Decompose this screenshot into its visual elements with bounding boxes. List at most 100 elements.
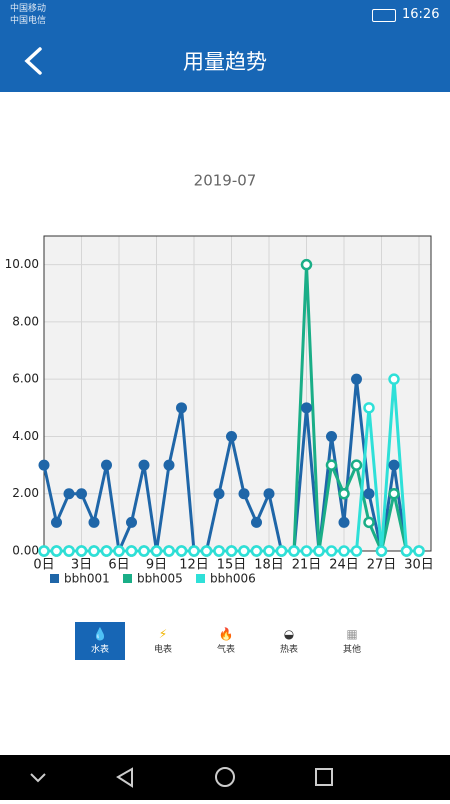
y-tick-label: 6.00	[12, 372, 39, 386]
data-point	[388, 373, 400, 385]
data-point	[363, 516, 375, 529]
tab[interactable]: ⚡ 电表	[138, 622, 188, 660]
x-tick-label: 6日	[108, 558, 129, 573]
tab-icon: ▦	[346, 627, 358, 641]
clock: 16:26	[402, 7, 440, 22]
data-point	[325, 545, 338, 557]
tab-icon: ◒	[283, 627, 295, 641]
legend-label: bbh001	[64, 572, 110, 586]
data-point	[138, 545, 150, 557]
x-tick-label: 18日	[254, 558, 284, 573]
legend-label: bbh006	[210, 572, 256, 586]
data-point	[275, 545, 288, 557]
data-point	[113, 545, 125, 557]
data-point	[338, 487, 350, 500]
data-point	[63, 545, 75, 557]
data-point	[251, 516, 262, 528]
data-point	[338, 545, 350, 557]
data-point	[388, 487, 400, 500]
tab-icon: 💧	[92, 627, 108, 641]
chart: 2019-07 0.00 2.00 4.00 6.00 8.00 10.00 0日 3日 6日 9…	[5, 172, 434, 586]
tab[interactable]: ◒ 热表	[264, 622, 314, 660]
data-point	[300, 545, 313, 557]
data-point	[163, 545, 175, 557]
legend-label: bbh005	[137, 572, 183, 586]
data-point	[188, 545, 200, 557]
data-point	[288, 545, 300, 557]
y-tick-label: 10.00	[5, 257, 39, 271]
data-point	[313, 545, 325, 557]
tab-label: 气表	[216, 645, 235, 655]
y-tick-label: 8.00	[12, 314, 39, 328]
data-point	[225, 545, 238, 557]
data-point	[150, 545, 163, 557]
data-point	[213, 545, 225, 557]
data-point	[238, 545, 250, 557]
data-point	[363, 402, 375, 414]
page-title: 用量趋势	[183, 50, 267, 74]
tab-label: 热表	[279, 645, 298, 655]
legend-swatch	[123, 574, 132, 583]
x-tick-label: 27日	[367, 558, 397, 573]
data-point	[51, 516, 62, 528]
y-tick-label: 4.00	[12, 429, 39, 443]
data-point	[100, 545, 113, 557]
x-tick-label: 24日	[329, 558, 359, 573]
plot-area	[44, 236, 431, 551]
y-tick-label: 0.00	[12, 544, 39, 558]
data-point	[38, 545, 50, 557]
data-point	[126, 516, 137, 528]
tab[interactable]: 🔥 气表	[201, 622, 251, 660]
carrier: 中国移动	[10, 4, 47, 14]
data-point	[250, 545, 263, 557]
data-point	[75, 545, 88, 557]
data-point	[138, 459, 150, 471]
data-point	[200, 545, 213, 557]
data-point	[351, 373, 362, 385]
x-tick-label: 30日	[404, 558, 434, 573]
tab-label: 水表	[90, 645, 109, 655]
nav-icons	[30, 767, 333, 788]
data-point	[76, 488, 87, 500]
tab[interactable]: 💧 水表	[75, 622, 125, 660]
data-point	[226, 430, 237, 442]
data-point	[176, 402, 187, 414]
data-point	[175, 545, 188, 557]
data-point	[263, 545, 275, 557]
data-point	[50, 545, 63, 557]
data-point	[325, 459, 338, 471]
x-tick-label: 21日	[292, 558, 322, 573]
data-point	[63, 488, 75, 500]
data-point	[88, 516, 100, 528]
data-point	[163, 459, 175, 471]
back-button[interactable]	[20, 46, 46, 76]
legend-swatch	[50, 574, 59, 583]
data-point	[301, 402, 312, 414]
data-point	[38, 459, 50, 471]
chart-title: 2019-07	[194, 172, 257, 190]
data-point	[88, 545, 100, 557]
data-point	[388, 459, 400, 471]
legend-swatch	[196, 574, 205, 583]
carriers: 中国移动 中国电信	[10, 3, 46, 27]
tab-icon: 🔥	[218, 627, 234, 641]
carrier: 中国电信	[10, 16, 47, 26]
app-bar	[0, 0, 450, 92]
data-point	[350, 459, 363, 471]
data-point	[101, 459, 112, 471]
x-tick-label: 12日	[179, 558, 209, 573]
data-point	[413, 545, 425, 557]
data-point	[300, 258, 313, 271]
tab-label: 其他	[342, 645, 361, 655]
data-point	[263, 488, 275, 500]
x-tick-label: 3日	[71, 558, 92, 573]
data-point	[326, 430, 337, 442]
battery-icon	[372, 9, 396, 22]
x-tick-label: 15日	[217, 558, 247, 573]
tab[interactable]: ▦ 其他	[327, 622, 377, 660]
data-point	[375, 545, 388, 557]
data-point	[350, 545, 363, 557]
nav-bar	[0, 755, 450, 800]
data-point	[338, 516, 350, 528]
